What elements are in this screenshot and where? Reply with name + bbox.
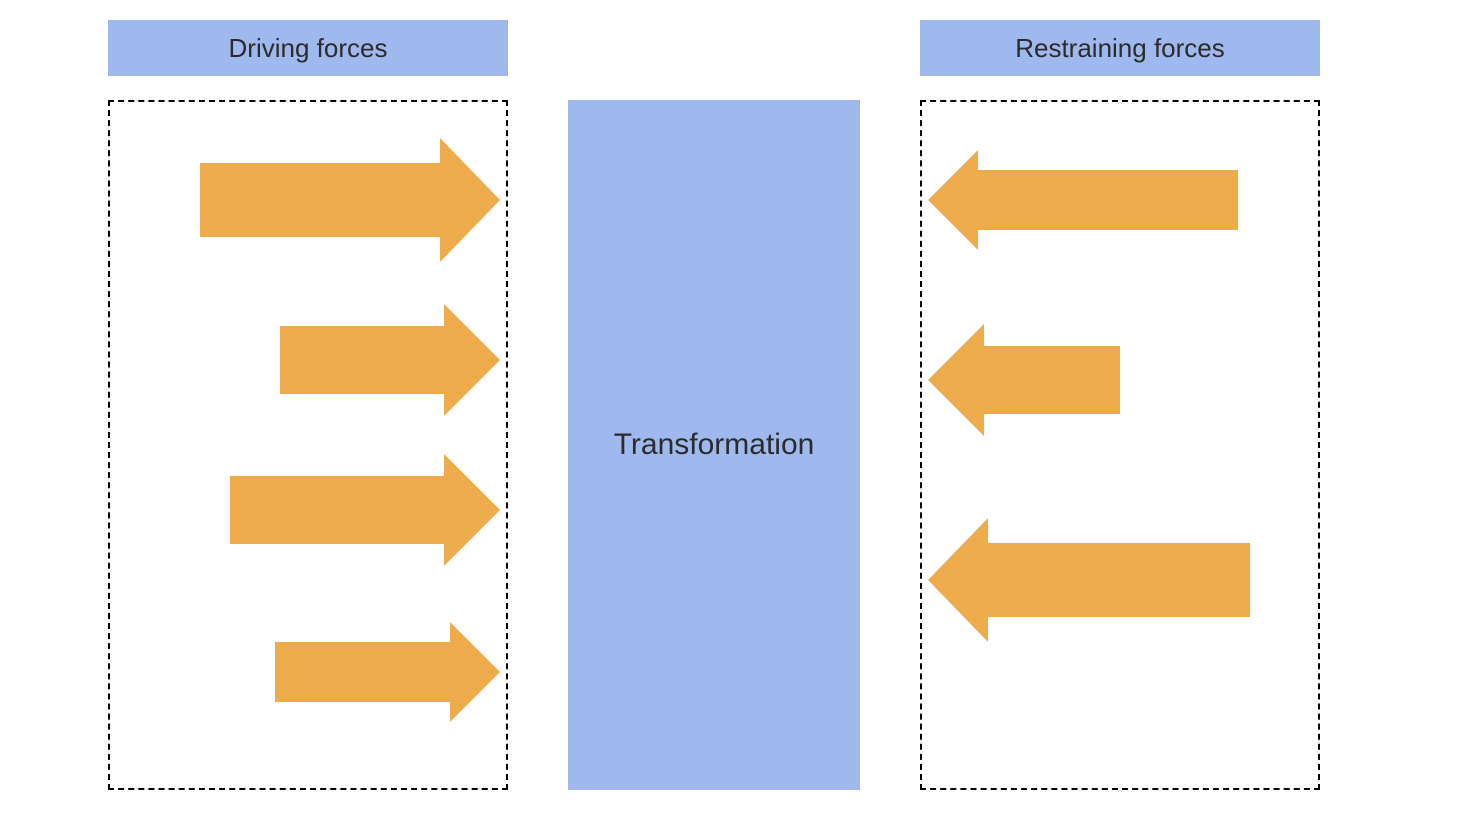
restraining-forces-label: Restraining forces [1015,33,1225,64]
driving-forces-header: Driving forces [108,20,508,76]
transformation-box: Transformation [568,100,860,790]
restraining-forces-container [920,100,1320,790]
driving-forces-label: Driving forces [229,33,388,64]
driving-forces-container [108,100,508,790]
restraining-forces-header: Restraining forces [920,20,1320,76]
transformation-label: Transformation [614,428,815,462]
